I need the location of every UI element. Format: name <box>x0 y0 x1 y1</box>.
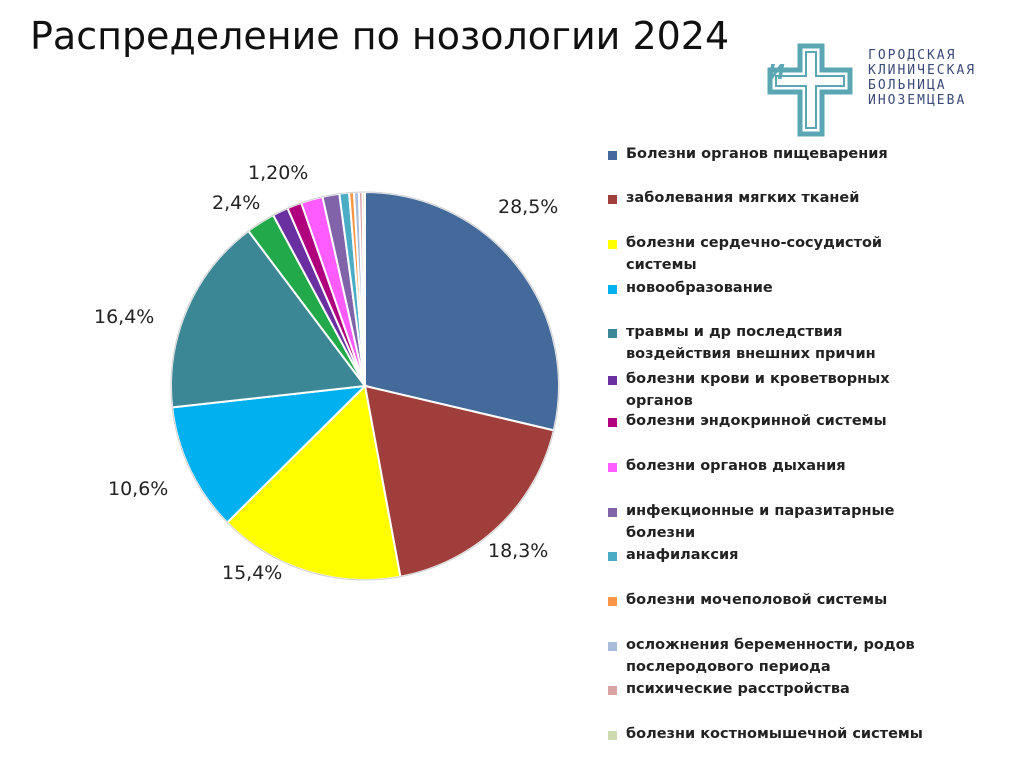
legend-label-line: Болезни органов пищеварения <box>626 146 888 162</box>
legend-label: Болезни органов пищеварения <box>626 143 888 165</box>
legend-label: болезни костномышечной системы <box>626 723 923 745</box>
legend-swatch <box>608 240 617 249</box>
legend-label-line: заболевания мягких тканей <box>626 190 860 206</box>
legend-label: инфекционные и паразитарные болезни <box>626 500 894 544</box>
legend-swatch <box>608 686 617 695</box>
slice-percent-label: 15,4% <box>222 562 283 584</box>
legend-label: осложнения беременности, родов послеродов… <box>626 634 915 678</box>
legend-label: заболевания мягких тканей <box>626 187 859 209</box>
legend-label-line: инфекционные и паразитарные <box>626 503 895 519</box>
legend-label-line: психические расстройства <box>626 681 850 697</box>
legend-label: психические расстройства <box>626 678 850 700</box>
legend-swatch <box>608 508 617 517</box>
legend-label: анафилаксия <box>626 544 738 566</box>
logo-line: ГОРОДСКАЯ <box>868 48 957 63</box>
page-title: Распределение по нозологии 2024 <box>30 14 730 58</box>
pie-outline <box>170 191 560 581</box>
legend-label-line: анафилаксия <box>626 547 739 563</box>
legend-label-line: органов <box>626 393 693 409</box>
slice-percent-label: 1,20% <box>248 162 309 184</box>
legend-label: травмы и др последствия воздействия внешн… <box>626 321 876 365</box>
legend-label-line: болезни мочеполовой системы <box>626 592 888 608</box>
legend-label-line: травмы и др последствия <box>626 324 843 340</box>
logo-text: ГОРОДСКАЯ КЛИНИЧЕСКАЯ БОЛЬНИЦА ИНОЗЕМЦЕВ… <box>868 48 976 108</box>
legend-label-line: новообразование <box>626 280 773 296</box>
slice-percent-label: 18,3% <box>488 540 549 562</box>
legend-swatch <box>608 597 617 606</box>
legend-label-line: болезни <box>626 525 696 541</box>
cross-icon <box>767 43 853 137</box>
legend-label: болезни крови и кроветворных органов <box>626 368 890 412</box>
legend-label-line: болезни органов дыхания <box>626 458 846 474</box>
legend-label-line: болезни сердечно-сосудистой <box>626 235 883 251</box>
legend-label: болезни органов дыхания <box>626 455 846 477</box>
logo-line: ИНОЗЕМЦЕВА <box>868 93 967 108</box>
legend-label-line: болезни эндокринной системы <box>626 413 887 429</box>
legend-label: болезни мочеполовой системы <box>626 589 887 611</box>
logo-line: БОЛЬНИЦА <box>868 78 947 93</box>
logo-letter: И <box>768 60 785 84</box>
legend-label-line: системы <box>626 257 697 273</box>
legend-swatch <box>608 329 617 338</box>
legend-label: болезни эндокринной системы <box>626 410 887 432</box>
legend-label: новообразование <box>626 277 773 299</box>
legend-swatch <box>608 552 617 561</box>
legend-swatch <box>608 463 617 472</box>
hospital-logo <box>767 43 853 137</box>
legend-label-line: болезни крови и кроветворных <box>626 371 890 387</box>
legend-swatch <box>608 731 617 740</box>
legend-label: болезни сердечно-сосудистой системы <box>626 232 882 276</box>
pie-chart <box>170 190 560 581</box>
slice-percent-label: 16,4% <box>94 306 155 328</box>
slice-percent-label: 28,5% <box>498 196 559 218</box>
legend-swatch <box>608 151 617 160</box>
slice-percent-label: 2,4% <box>212 192 261 214</box>
legend-label-line: осложнения беременности, родов <box>626 637 915 653</box>
legend-swatch <box>608 376 617 385</box>
legend-label-line: болезни костномышечной системы <box>626 726 923 742</box>
legend-swatch <box>608 418 617 427</box>
legend-label-line: послеродового периода <box>626 659 831 675</box>
legend-label-line: воздействия внешних причин <box>626 346 876 362</box>
slice-percent-label: 10,6% <box>108 478 169 500</box>
legend-swatch <box>608 642 617 651</box>
chart-legend: Болезни органов пищеварения заболевания м… <box>608 0 1018 767</box>
legend-swatch <box>608 285 617 294</box>
legend-swatch <box>608 195 617 204</box>
logo-line: КЛИНИЧЕСКАЯ <box>868 63 977 78</box>
